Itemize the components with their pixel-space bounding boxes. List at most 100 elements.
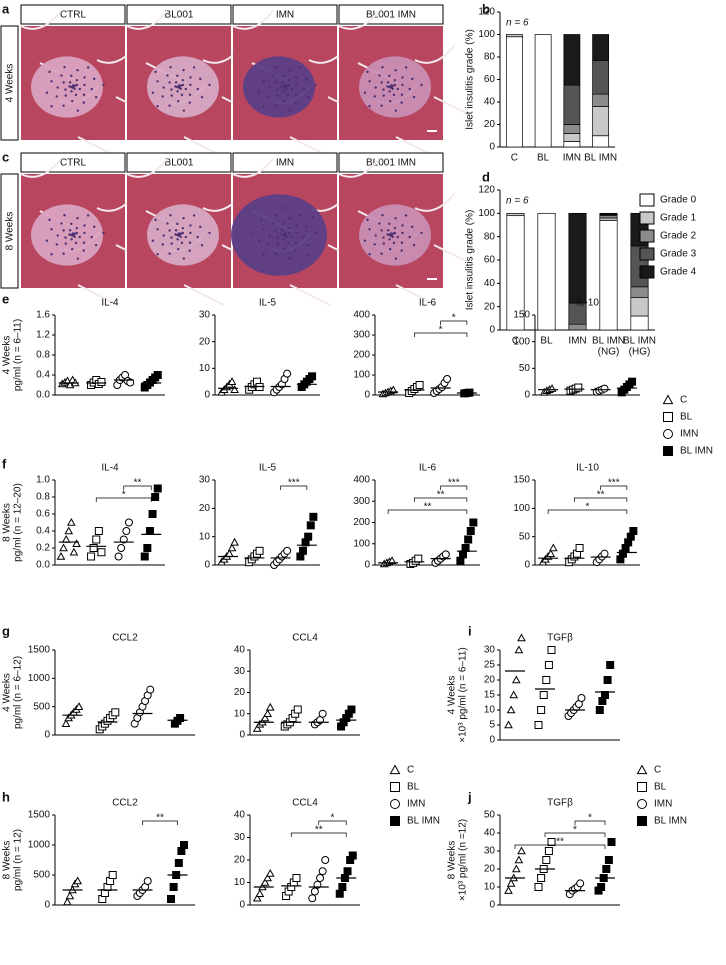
nucleus [401,231,404,235]
nucleus [400,249,403,252]
y-tick-label: 120 [478,185,495,196]
bar-segment [505,36,523,148]
y-tick-label: 0.6 [36,509,50,520]
nucleus [83,224,86,227]
nucleus [102,231,105,235]
y-tick-label: 100 [478,208,495,219]
nucleus [189,231,192,235]
point [126,378,135,387]
panel-label: i [468,623,472,638]
point [316,874,325,882]
legend-label: Grade 4 [660,267,697,278]
panel-label: h [2,789,10,804]
nucleus [170,242,173,245]
panel-label: a [2,1,10,16]
chart-title: IL-10 [576,463,599,474]
point [461,544,470,552]
point [306,521,315,530]
point [469,518,478,527]
nucleus [282,248,286,251]
point [514,855,524,864]
islet [147,204,219,266]
nucleus [288,216,291,220]
point [122,527,131,535]
nucleus [181,227,185,230]
nucleus [388,238,391,241]
point [602,865,611,873]
nucleus [82,93,86,96]
nucleus [280,81,284,84]
y-tick-label: 0 [364,390,370,401]
y-tick-label: 20 [484,119,496,130]
nucleus [378,74,381,77]
nucleus [390,234,393,237]
nucleus [176,74,179,78]
nucleus [394,257,398,260]
nucleus [382,94,385,97]
nucleus [72,86,75,89]
significance-label: * [573,825,577,836]
nucleus [74,93,78,97]
significance-bracket [290,832,347,837]
point [607,838,616,846]
nucleus [70,74,73,78]
nucleus [412,243,416,247]
nucleus [287,231,290,235]
column-header: BL001 [165,10,194,21]
significance-label: ** [424,502,432,513]
y-axis-label: Islet insulitis grade (%) [465,210,476,311]
chart-title: CCL4 [292,798,318,809]
tissue-gap [126,158,168,178]
nucleus [166,74,169,77]
nucleus [154,70,157,74]
point [255,889,265,898]
legend-label: Grade 3 [660,249,697,260]
y-tick-label: 100 [353,538,370,549]
point [73,876,83,885]
y-axis-label: 8 Weeks [447,841,458,880]
nucleus [174,81,178,84]
bar-segment [592,93,610,107]
point [504,720,513,729]
nucleus [262,80,265,83]
y-tick-label: 10 [484,882,496,893]
nucleus [70,90,73,93]
nucleus [282,90,285,93]
y-tick-label: 0 [239,730,245,741]
column-header-box [232,4,338,25]
nucleus [400,93,404,96]
nucleus [76,109,80,112]
legend-swatch [639,247,655,261]
y-tick-label: 200 [353,517,370,528]
legend-marker [637,782,647,792]
nucleus [381,66,384,69]
bar-segment [537,212,556,331]
islet [243,56,315,118]
point [283,546,292,555]
nucleus [76,216,79,220]
significance-bracket [414,332,468,337]
nucleus [262,228,265,231]
y-tick-label: 0.0 [36,390,50,401]
nucleus [50,105,53,108]
y-tick-label: 0 [204,390,210,401]
panel-label: c [2,149,9,164]
nucleus [48,218,51,222]
nucleus [288,68,291,72]
y-tick-label: 100 [513,336,530,347]
nucleus [290,87,293,91]
point [174,859,183,867]
point [265,868,275,877]
nucleus [295,224,298,227]
legend-label: BL IMN [407,816,440,827]
point [464,535,473,544]
bar-segment [630,296,649,317]
y-tick-label: 40 [484,828,496,839]
nucleus [368,228,371,231]
y-tick-label: 100 [478,29,495,40]
nucleus [267,243,270,246]
nucleus [68,229,72,232]
bar-segment [592,34,610,61]
panel-label: b [482,1,490,16]
nucleus [388,233,391,237]
